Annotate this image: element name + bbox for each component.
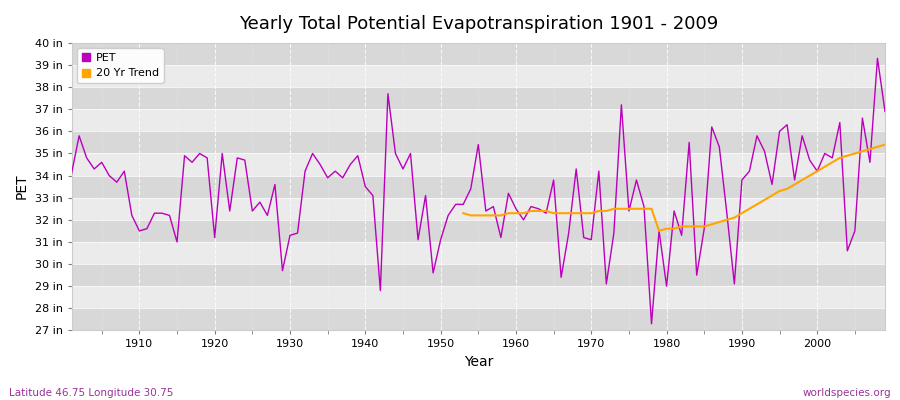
Bar bbox=[72, 65, 885, 87]
Bar bbox=[72, 43, 885, 65]
X-axis label: Year: Year bbox=[464, 355, 493, 369]
Bar bbox=[72, 198, 885, 220]
Bar bbox=[72, 176, 885, 198]
Bar bbox=[72, 308, 885, 330]
Text: worldspecies.org: worldspecies.org bbox=[803, 388, 891, 398]
Legend: PET, 20 Yr Trend: PET, 20 Yr Trend bbox=[77, 48, 164, 83]
Bar bbox=[72, 87, 885, 109]
Bar bbox=[72, 242, 885, 264]
Bar bbox=[72, 109, 885, 131]
Bar bbox=[72, 131, 885, 154]
Y-axis label: PET: PET bbox=[15, 174, 29, 200]
Title: Yearly Total Potential Evapotranspiration 1901 - 2009: Yearly Total Potential Evapotranspiratio… bbox=[238, 15, 718, 33]
Bar bbox=[72, 264, 885, 286]
Text: Latitude 46.75 Longitude 30.75: Latitude 46.75 Longitude 30.75 bbox=[9, 388, 174, 398]
Bar bbox=[72, 154, 885, 176]
Bar bbox=[72, 220, 885, 242]
Bar bbox=[72, 286, 885, 308]
